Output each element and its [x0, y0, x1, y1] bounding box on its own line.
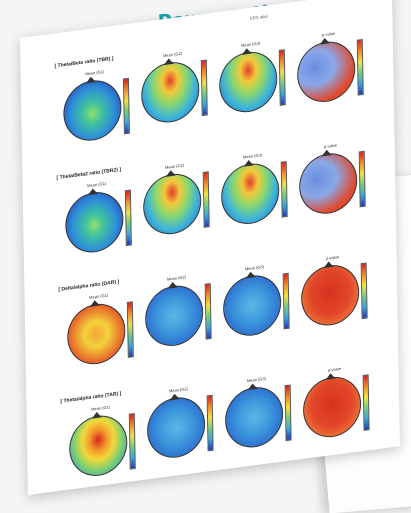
topomap: Mean (G2)	[137, 47, 211, 146]
topomap: Mean (G1)	[61, 177, 135, 276]
topomap: Mean (G3)	[217, 149, 291, 248]
head-map	[302, 373, 362, 441]
colorbar	[282, 272, 290, 330]
head-map	[62, 76, 122, 145]
head-map	[296, 38, 356, 106]
colorbar	[128, 412, 136, 470]
colorbar	[360, 262, 368, 320]
head-map	[220, 160, 280, 228]
head-map	[222, 271, 282, 340]
topomap: p-value	[295, 138, 369, 237]
colorbar	[280, 160, 288, 218]
head-map	[144, 282, 204, 350]
head-map	[142, 170, 202, 238]
colorbar	[284, 384, 292, 442]
head-map	[146, 393, 206, 462]
topomap: Mean (G3)	[215, 37, 289, 136]
topomap: Mean (G1)	[59, 65, 133, 164]
head-map	[300, 261, 360, 330]
topomap: p-value	[293, 27, 367, 126]
colorbar	[204, 282, 212, 340]
topomap: Mean (G1)	[63, 289, 137, 388]
colorbar	[358, 150, 366, 208]
head-map	[224, 383, 284, 452]
topomap: Mean (G2)	[139, 159, 213, 258]
topomap: Mean (G3)	[220, 372, 294, 471]
colorbar	[362, 374, 370, 431]
colorbar	[124, 189, 132, 247]
topomap: Mean (G1)	[65, 401, 139, 500]
topomap: Mean (G3)	[218, 261, 292, 360]
topomap: p-value	[298, 362, 372, 461]
colorbar	[278, 49, 286, 106]
head-map	[218, 48, 278, 116]
colorbar	[126, 301, 134, 358]
topomap: p-value	[296, 250, 370, 349]
topomap: Mean (G2)	[140, 271, 214, 370]
head-map	[68, 412, 128, 480]
head-map	[64, 188, 124, 257]
head-map	[140, 58, 200, 127]
colorbar	[122, 77, 130, 135]
colorbar	[202, 171, 210, 228]
head-map	[66, 300, 126, 368]
colorbar	[206, 394, 214, 452]
head-map	[298, 149, 358, 218]
sheet-header: EEG atlas	[250, 13, 269, 21]
topomap: Mean (G2)	[142, 383, 216, 482]
section-label: [ Theta/Beta ratio (TBR) ]	[54, 55, 114, 70]
report-sheet: EEG atlas [ Theta/Beta ratio (TBR) ] Mean…	[20, 0, 400, 496]
colorbar	[356, 38, 364, 96]
colorbar	[200, 59, 208, 117]
